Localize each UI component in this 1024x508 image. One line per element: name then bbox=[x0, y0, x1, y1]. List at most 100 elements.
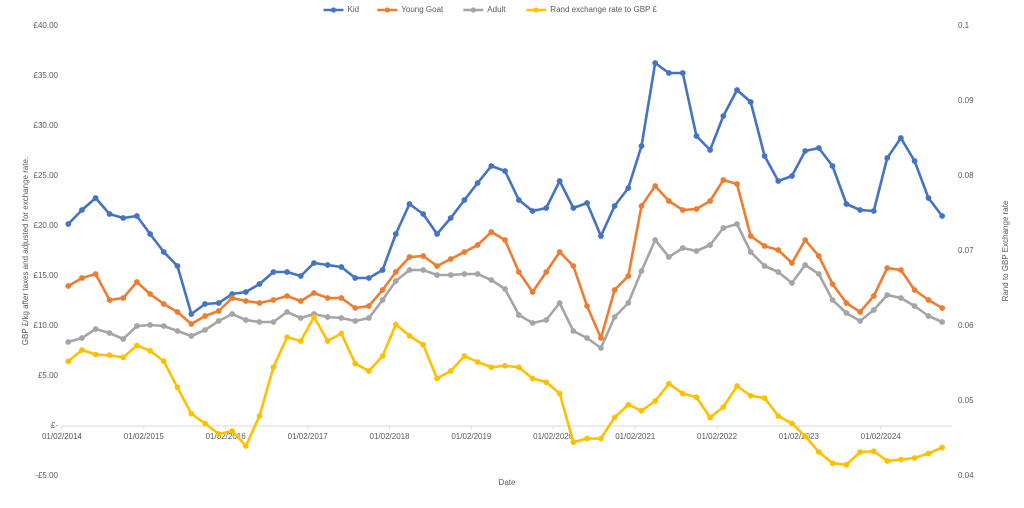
data-point bbox=[611, 414, 618, 421]
data-point bbox=[515, 312, 522, 318]
y2-tick-label: 0.04 bbox=[958, 471, 974, 480]
data-point bbox=[638, 268, 645, 274]
data-point bbox=[366, 275, 372, 281]
data-point bbox=[884, 458, 891, 464]
data-point bbox=[529, 289, 536, 295]
x-tick-label: 01/02/2019 bbox=[451, 432, 492, 441]
legend-label: Rand exchange rate to GBP £ bbox=[550, 5, 657, 14]
data-point bbox=[747, 249, 754, 255]
data-point bbox=[488, 229, 495, 235]
data-point bbox=[939, 213, 946, 219]
data-point bbox=[775, 269, 782, 275]
data-point bbox=[911, 158, 918, 164]
data-point bbox=[311, 260, 317, 266]
data-point bbox=[352, 318, 359, 324]
data-point bbox=[297, 298, 304, 304]
data-point bbox=[556, 390, 563, 397]
data-point bbox=[284, 334, 290, 341]
data-point bbox=[870, 307, 877, 313]
data-point bbox=[857, 207, 863, 213]
data-point bbox=[242, 317, 249, 323]
x-tick-label: 01/02/2018 bbox=[370, 432, 411, 441]
data-point bbox=[584, 335, 590, 341]
data-point bbox=[379, 353, 386, 359]
data-point bbox=[392, 278, 399, 284]
data-point bbox=[133, 342, 140, 349]
data-point bbox=[693, 206, 700, 212]
data-point bbox=[679, 245, 686, 251]
data-point bbox=[324, 262, 331, 268]
data-point bbox=[215, 431, 222, 437]
data-point bbox=[843, 201, 850, 207]
data-point bbox=[65, 283, 72, 289]
data-point bbox=[897, 295, 904, 301]
data-point bbox=[789, 280, 795, 286]
data-point bbox=[939, 319, 946, 325]
x-axis-title: Date bbox=[499, 478, 516, 487]
data-point bbox=[242, 289, 249, 295]
data-point bbox=[188, 333, 195, 339]
data-point bbox=[106, 211, 113, 217]
data-point bbox=[256, 300, 263, 306]
data-point bbox=[870, 208, 877, 214]
data-point bbox=[829, 460, 836, 467]
data-point bbox=[925, 313, 932, 319]
data-point bbox=[843, 310, 850, 316]
data-point bbox=[925, 195, 932, 201]
data-point bbox=[789, 260, 795, 266]
data-point bbox=[174, 309, 181, 315]
data-point bbox=[338, 330, 345, 337]
y-tick-label: £5.00 bbox=[38, 371, 59, 380]
data-point bbox=[366, 368, 372, 374]
data-point bbox=[256, 281, 263, 287]
x-tick-label: 01/02/2016 bbox=[206, 432, 247, 441]
data-point bbox=[638, 143, 645, 149]
data-point bbox=[802, 262, 809, 268]
data-point bbox=[829, 297, 836, 303]
data-point bbox=[147, 322, 154, 328]
data-point bbox=[761, 395, 768, 401]
data-point bbox=[939, 444, 946, 451]
data-point bbox=[761, 243, 768, 249]
data-point bbox=[79, 275, 85, 281]
data-point bbox=[79, 347, 85, 353]
data-point bbox=[679, 70, 686, 76]
data-point bbox=[474, 180, 481, 186]
data-point bbox=[939, 305, 946, 311]
data-point bbox=[665, 198, 672, 204]
data-point bbox=[202, 301, 208, 307]
data-point bbox=[379, 297, 386, 303]
y-tick-label: £15.00 bbox=[34, 271, 59, 280]
data-point bbox=[392, 269, 399, 275]
legend: Kid Young Goat Adult Rand exchange rate to … bbox=[323, 5, 657, 14]
data-point bbox=[174, 384, 181, 391]
data-point bbox=[693, 133, 700, 139]
data-point bbox=[884, 265, 891, 271]
data-point bbox=[652, 237, 659, 243]
data-point bbox=[570, 439, 577, 446]
data-point bbox=[775, 413, 782, 419]
data-point bbox=[461, 353, 468, 359]
data-point bbox=[775, 178, 782, 184]
legend-label: Adult bbox=[487, 5, 506, 14]
data-point bbox=[79, 335, 85, 341]
data-point bbox=[270, 297, 277, 303]
data-point bbox=[789, 420, 795, 427]
data-point bbox=[815, 253, 822, 259]
y-tick-label: £20.00 bbox=[34, 221, 59, 230]
data-point bbox=[638, 203, 645, 209]
data-point bbox=[297, 338, 304, 344]
x-tick-label: 01/02/2024 bbox=[861, 432, 902, 441]
data-point bbox=[665, 70, 672, 76]
data-point bbox=[120, 336, 127, 342]
y2-tick-label: 0.09 bbox=[958, 96, 974, 105]
data-point bbox=[829, 163, 836, 169]
data-point bbox=[884, 155, 891, 161]
data-point bbox=[474, 271, 481, 277]
data-point bbox=[420, 211, 427, 217]
data-point bbox=[215, 308, 222, 314]
data-point bbox=[65, 221, 72, 227]
y-tick-label: £10.00 bbox=[34, 321, 59, 330]
data-point bbox=[338, 295, 345, 301]
